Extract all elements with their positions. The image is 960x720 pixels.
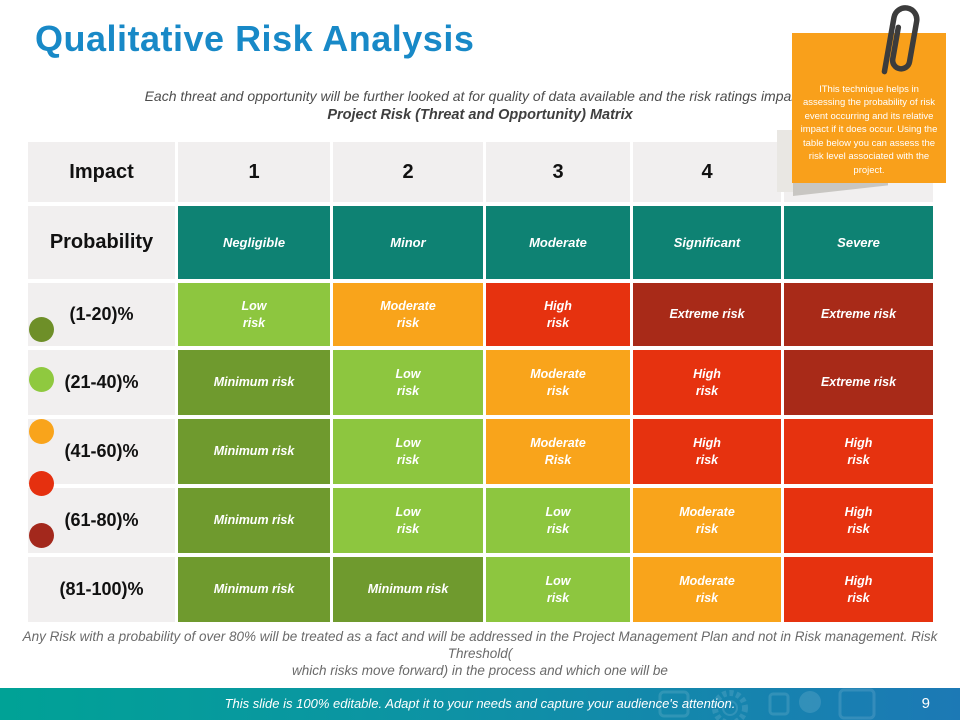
risk-cell: Minimum risk [178, 488, 330, 553]
matrix-heading: Project Risk (Threat and Opportunity) Ma… [327, 107, 633, 123]
risk-cell: Moderate risk [633, 488, 781, 553]
risk-cell: Low risk [333, 419, 483, 484]
severity-header-negligible: Negligible [178, 206, 330, 279]
severity-header-severe: Severe [784, 206, 933, 279]
impact-header: Impact [28, 142, 175, 202]
risk-cell: High risk [633, 419, 781, 484]
severity-header-significant: Significant [633, 206, 781, 279]
paperclip-icon [881, 5, 920, 75]
risk-cell: High risk [784, 488, 933, 553]
legend-dot-darkred [29, 523, 54, 548]
sticky-note: IThis technique helps in assessing the p… [792, 33, 946, 183]
page-number: 9 [921, 695, 930, 712]
bottom-bar: This slide is 100% editable. Adapt it to… [0, 688, 960, 720]
risk-cell: Moderate risk [486, 350, 630, 415]
risk-cell: Low risk [333, 488, 483, 553]
risk-cell: Minimum risk [178, 350, 330, 415]
severity-header-minor: Minor [333, 206, 483, 279]
risk-cell: Moderate risk [333, 283, 483, 346]
risk-cell: High risk [633, 350, 781, 415]
footnote-line-2: which risks move forward) in the process… [292, 662, 668, 678]
severity-header-moderate: Moderate [486, 206, 630, 279]
risk-cell: Moderate Risk [486, 419, 630, 484]
impact-level-1: 1 [178, 142, 330, 202]
legend-dot-olive [29, 317, 54, 342]
legend-dot-red [29, 471, 54, 496]
risk-cell: Moderate risk [633, 557, 781, 622]
slide-subtitle: Each threat and opportunity will be furt… [144, 88, 816, 104]
risk-cell: High risk [784, 419, 933, 484]
gear-decoration-icon [658, 688, 876, 720]
risk-cell: Extreme risk [784, 283, 933, 346]
legend-dot-orange [29, 419, 54, 444]
risk-cell: Minimum risk [178, 419, 330, 484]
probability-range-label: (61-80)% [28, 488, 175, 553]
risk-cell: Low risk [178, 283, 330, 346]
risk-cell: High risk [486, 283, 630, 346]
risk-cell: Extreme risk [784, 350, 933, 415]
risk-cell: Low risk [486, 488, 630, 553]
impact-level-3: 3 [486, 142, 630, 202]
impact-level-2: 2 [333, 142, 483, 202]
risk-cell: Extreme risk [633, 283, 781, 346]
legend-dot-green [29, 367, 54, 392]
impact-level-4: 4 [633, 142, 781, 202]
probability-header: Probability [28, 206, 175, 279]
footnote: Any Risk with a probability of over 80% … [0, 629, 960, 680]
risk-cell: Minimum risk [178, 557, 330, 622]
probability-range-label: (1-20)% [28, 283, 175, 346]
editable-note: This slide is 100% editable. Adapt it to… [224, 696, 736, 711]
risk-cell: Minimum risk [333, 557, 483, 622]
risk-cell: Low risk [333, 350, 483, 415]
footnote-line-1: Any Risk with a probability of over 80% … [22, 629, 938, 661]
probability-range-label: (81-100)% [28, 557, 175, 622]
page-title: Qualitative Risk Analysis [35, 18, 475, 59]
risk-cell: High risk [784, 557, 933, 622]
risk-matrix-table: Impact 1 2 3 4 5 Probability Negligible … [28, 142, 933, 622]
risk-cell: Low risk [486, 557, 630, 622]
